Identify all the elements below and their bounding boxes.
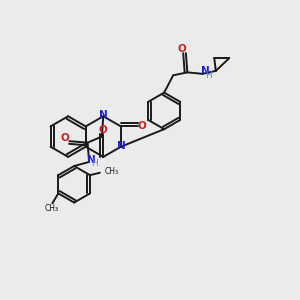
Text: N: N [116,140,125,151]
Text: O: O [138,122,146,131]
Text: H: H [91,159,98,168]
Text: N: N [201,67,209,76]
Text: CH₃: CH₃ [44,203,58,212]
Text: CH₃: CH₃ [105,167,119,176]
Text: N: N [86,154,95,165]
Text: O: O [99,125,108,135]
Text: H: H [205,71,212,80]
Text: O: O [61,133,70,142]
Text: O: O [178,44,186,54]
Text: N: N [99,110,108,120]
